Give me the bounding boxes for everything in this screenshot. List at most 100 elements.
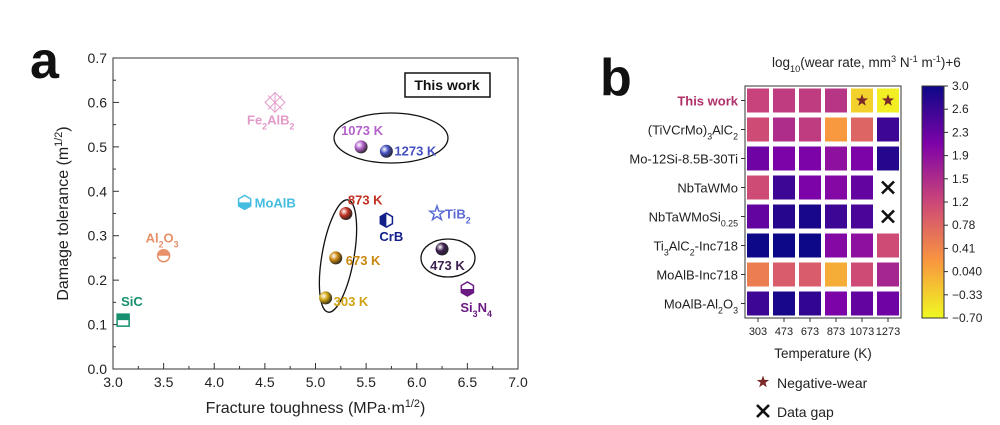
- point-fe2alb2: [264, 91, 286, 114]
- heatmap-cell: [773, 291, 795, 316]
- sphere-marker: [379, 144, 393, 158]
- point-1073k: [354, 140, 368, 154]
- point-tib2-label: TiB2: [445, 207, 471, 226]
- x-tick-label-a: 6.0: [407, 374, 427, 390]
- point-303k: [319, 291, 333, 305]
- point-873k-label: 873 K: [348, 193, 383, 208]
- point-sic: [116, 313, 130, 327]
- x-tick-label-b: 473: [775, 326, 793, 338]
- point-tib2: [427, 203, 447, 222]
- heatmap-cell: [747, 291, 769, 316]
- point-fe2alb2-label: Fe2AlB2: [247, 112, 294, 131]
- heatmap-cell: [799, 175, 821, 200]
- colorbar-tick-label: 2.6: [952, 102, 969, 116]
- point-crb: [379, 212, 394, 229]
- x-axis-label-a: Fracture toughness (MPa·m1/2): [206, 398, 426, 417]
- heatmap-cell: [799, 262, 821, 287]
- y-axis-label-a: Damage tolerance (m1/2): [53, 126, 72, 300]
- point-473k: [435, 242, 449, 256]
- sphere-marker: [319, 291, 333, 305]
- heatmap-cell: [799, 291, 821, 316]
- x-tick-label-a: 6.5: [458, 374, 478, 390]
- heatmap-cell: [877, 146, 899, 171]
- heatmap-cell: [773, 146, 795, 171]
- heatmap-cell: [747, 117, 769, 142]
- panel-label-b: b: [600, 49, 632, 107]
- heatmap-cell: [851, 291, 873, 316]
- y-tick-label-a: 0.1: [88, 317, 108, 333]
- negative-wear-star-icon: [881, 94, 895, 106]
- y-tick-label-b: NbTaWMoSi0.25: [649, 210, 739, 229]
- point-moalb-label: MoAlB: [255, 195, 296, 210]
- x-tick-label-a: 5.0: [306, 374, 326, 390]
- y-tick-label-a: 0.5: [88, 139, 108, 155]
- point-si3n4: [460, 281, 475, 297]
- point-si3n4-label: Si3N4: [460, 300, 492, 319]
- colorbar-tick-label: 3.0: [952, 79, 969, 93]
- colorbar: [921, 85, 945, 319]
- heatmap-cell: [799, 233, 821, 258]
- heatmap-cell: [877, 262, 899, 287]
- heatmap-cell: [851, 233, 873, 258]
- heatmap-cell: [747, 175, 769, 200]
- star-marker: [427, 203, 447, 222]
- heatmap-cell: [773, 262, 795, 287]
- x-tick-label-a: 7.0: [508, 374, 528, 390]
- hexagon-fill: [461, 289, 474, 297]
- x-tick-label-a: 3.0: [103, 374, 123, 390]
- x-tick-label-b: 1073: [850, 326, 874, 338]
- heatmap-cell: [747, 233, 769, 258]
- y-tick-label-b: Ti3AlC2-Inc718: [653, 239, 738, 258]
- point-303k-label: 303 K: [334, 294, 369, 309]
- heatmap-cell: [799, 88, 821, 113]
- heatmap-cell: [799, 117, 821, 142]
- x-axis-label-b: Temperature (K): [774, 346, 872, 361]
- heatmap-cell: [747, 146, 769, 171]
- x-tick-label-a: 5.5: [356, 374, 376, 390]
- point-crb-label: CrB: [379, 229, 403, 244]
- colorbar-tick-label: −0.33: [952, 288, 983, 302]
- heatmap-cell: [825, 146, 847, 171]
- heatmap-cell: [773, 233, 795, 258]
- heatmap-cell: [851, 204, 873, 229]
- heatmap-cell: [773, 175, 795, 200]
- heatmap-cell: [825, 262, 847, 287]
- sphere-marker: [354, 140, 368, 154]
- heatmap-cell: [747, 204, 769, 229]
- y-tick-label-a: 0.6: [88, 94, 108, 110]
- y-tick-label-a: 0.3: [88, 228, 108, 244]
- point-al2o3-label: Al2O3: [146, 231, 179, 250]
- colorbar-tick-label: 0.41: [952, 241, 976, 255]
- colorbar-tick-label: −0.70: [952, 311, 983, 325]
- heatmap-cell: [799, 204, 821, 229]
- heatmap-cell: [773, 117, 795, 142]
- heatmap-cell: [851, 175, 873, 200]
- legend-label-data-gap: Data gap: [777, 404, 834, 420]
- heatmap-cell: [877, 233, 899, 258]
- y-tick-label-b: Mo-12Si-8.5B-30Ti: [629, 152, 738, 167]
- heatmap-cell: [825, 233, 847, 258]
- x-tick-label-b: 303: [749, 326, 767, 338]
- legend-box-a: [404, 72, 491, 98]
- group-ellipse-high-temp: [333, 112, 449, 164]
- colorbar-tick-label: 2.3: [952, 125, 969, 139]
- sphere-marker: [339, 207, 353, 220]
- heatmap-cell: [825, 204, 847, 229]
- group-ellipse-473k: [420, 238, 476, 278]
- y-tick-label-b: This work: [677, 94, 738, 109]
- x-tick-label-a: 3.5: [154, 374, 174, 390]
- colorbar-tick-label: 1.5: [952, 172, 969, 186]
- colorbar-tick-label: 0.78: [952, 218, 976, 232]
- point-al2o3: [156, 248, 171, 263]
- group-ellipse-mid-temp: [318, 199, 358, 313]
- point-673k: [329, 251, 343, 265]
- heatmap-cell: [851, 117, 873, 142]
- negative-wear-star-icon: [855, 94, 869, 106]
- heatmap-cell: [773, 88, 795, 113]
- legend-x-icon: [756, 404, 770, 418]
- y-tick-label-a: 0.2: [88, 272, 108, 288]
- panel-label-a: a: [30, 32, 60, 90]
- heatmap-title: log10(wear rate, mm3 N-1 m-1)+6: [772, 54, 961, 74]
- legend-label-negative-wear: Negative-wear: [777, 375, 868, 391]
- point-1073k-label: 1073 K: [341, 123, 384, 138]
